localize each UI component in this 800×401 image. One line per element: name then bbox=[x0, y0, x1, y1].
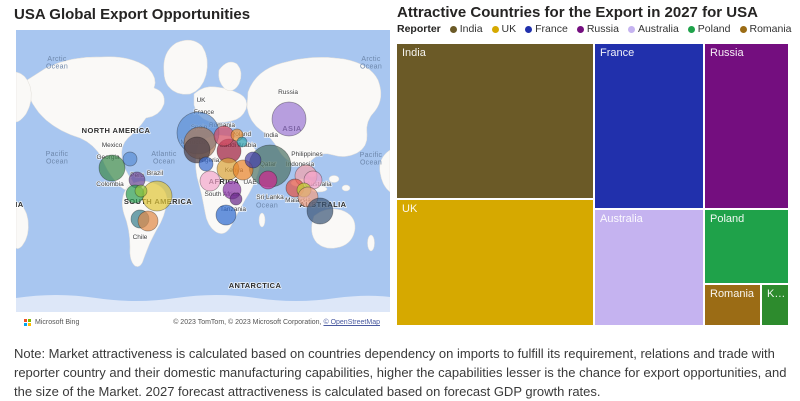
legend-item-label: France bbox=[535, 23, 568, 35]
legend-dot-icon bbox=[739, 25, 747, 33]
treemap-tile-kenya[interactable]: K… bbox=[762, 285, 788, 325]
map-bubble-colombia[interactable] bbox=[134, 184, 148, 198]
country-label: Brazil bbox=[147, 170, 164, 177]
country-label: Chile bbox=[133, 234, 148, 241]
ocean-label: Pacific Ocean bbox=[46, 151, 69, 166]
treemap-tile-label: Australia bbox=[600, 213, 643, 225]
legend-dot-icon bbox=[525, 25, 533, 33]
legend-item-label: Australia bbox=[637, 23, 679, 35]
country-label: Philippines bbox=[291, 151, 323, 158]
legend-dot-icon bbox=[687, 25, 695, 33]
map-bubble-qatar[interactable] bbox=[244, 151, 262, 169]
treemap-legend: Reporter India UK France Russia Australia Pol… bbox=[397, 23, 800, 35]
map-bubble-south-africa[interactable] bbox=[229, 192, 243, 206]
country-label: India bbox=[264, 132, 278, 139]
treemap-tile-uk[interactable]: UK bbox=[397, 200, 593, 325]
legend-item-label: Poland bbox=[697, 23, 731, 35]
legend-item-label: UK bbox=[501, 23, 517, 35]
map-copyright: © 2023 TomTom, © 2023 Microsoft Corporat… bbox=[173, 319, 380, 326]
treemap-tile-label: K… bbox=[767, 288, 786, 300]
treemap-tile-romania[interactable]: Romania bbox=[705, 285, 760, 325]
bing-provider-label: Microsoft Bing bbox=[35, 319, 80, 326]
bing-logo: Microsoft Bing bbox=[24, 319, 79, 326]
treemap-chart: India UK France Australia Russia Poland Romani… bbox=[397, 44, 788, 325]
treemap-title: Attractive Countries for the Export in 2… bbox=[397, 4, 758, 21]
ocean-label: Atlantic Ocean bbox=[151, 151, 177, 166]
openstreetmap-link[interactable]: © OpenStreetMap bbox=[323, 319, 380, 326]
country-label: Malaysia bbox=[285, 197, 311, 204]
legend-item-france[interactable]: France bbox=[525, 23, 568, 35]
country-label: South Africa bbox=[204, 191, 239, 198]
legend-item-india[interactable]: India bbox=[449, 23, 483, 35]
microsoft-logo-icon bbox=[24, 319, 31, 326]
ocean-label: Arctic Ocean bbox=[46, 56, 68, 71]
map-bubble-brazil[interactable] bbox=[141, 180, 173, 212]
country-label: Mexico bbox=[102, 142, 123, 149]
legend-item-label: Russia bbox=[586, 23, 619, 35]
map-bubble-qatar[interactable] bbox=[258, 170, 278, 190]
map-bubble-morocco[interactable] bbox=[183, 136, 211, 164]
legend-items: India UK France Russia Australia Poland Romani… bbox=[449, 23, 800, 35]
treemap-tile-label: Russia bbox=[710, 47, 744, 59]
map-bubble-nigeria[interactable] bbox=[198, 156, 214, 172]
map-title: USA Global Export Opportunities bbox=[14, 6, 251, 23]
legend-item-label: Romania bbox=[749, 23, 792, 35]
map-bubble-africa[interactable] bbox=[199, 170, 221, 192]
country-label: Russia bbox=[278, 89, 298, 96]
treemap-tile-label: France bbox=[600, 47, 635, 59]
copyright-text: © 2023 TomTom, © 2023 Microsoft Corporat… bbox=[173, 319, 324, 326]
legend-dot-icon bbox=[627, 25, 635, 33]
country-label: France bbox=[194, 109, 215, 116]
treemap-tile-label: India bbox=[402, 47, 426, 59]
continent-label: NORTH AMERICA bbox=[82, 126, 151, 135]
map-bubble-mexico[interactable] bbox=[122, 151, 138, 167]
map-bubble-chile[interactable] bbox=[137, 210, 159, 232]
map-attribution-bar: Microsoft Bing © 2023 TomTom, © 2023 Mic… bbox=[16, 312, 390, 333]
treemap-tile-poland[interactable]: Poland bbox=[705, 210, 788, 283]
map-bubble-australia[interactable] bbox=[306, 197, 334, 225]
bubble-map[interactable]: Arctic Ocean Arctic Ocean Pacific Ocean Atlant… bbox=[16, 30, 390, 333]
legend-dot-icon bbox=[491, 25, 499, 33]
legend-item-poland[interactable]: Poland bbox=[687, 23, 731, 35]
treemap-tile-australia[interactable]: Australia bbox=[595, 210, 703, 325]
treemap-tile-france[interactable]: France bbox=[595, 44, 703, 208]
map-bubble-poland[interactable] bbox=[236, 136, 248, 148]
legend-dot-icon bbox=[449, 25, 457, 33]
continent-label: ALIA bbox=[16, 200, 24, 209]
legend-item-label: India bbox=[459, 23, 483, 35]
ocean-label: Pacific Ocean bbox=[360, 152, 383, 167]
legend-title: Reporter bbox=[397, 23, 441, 35]
world-map-svg: Arctic Ocean Arctic Ocean Pacific Ocean Atlant… bbox=[16, 39, 390, 325]
country-label: Romania bbox=[209, 122, 235, 129]
country-label: UAE bbox=[243, 179, 257, 186]
map-bubble-russia[interactable] bbox=[271, 101, 307, 137]
treemap-tile-label: UK bbox=[402, 203, 418, 215]
map-bubble-georgia[interactable] bbox=[98, 154, 126, 182]
legend-item-uk[interactable]: UK bbox=[491, 23, 517, 35]
country-label: UK bbox=[196, 97, 206, 104]
legend-item-romania[interactable]: Romania bbox=[739, 23, 792, 35]
treemap-tile-label: Poland bbox=[710, 213, 745, 225]
continent-label: AFRICA bbox=[209, 177, 240, 186]
continent-label: ANTARCTICA bbox=[229, 281, 282, 290]
map-bubble-tanzania[interactable] bbox=[215, 204, 237, 226]
country-label: Sri Lanka bbox=[256, 194, 284, 201]
ocean-label: Indian Ocean bbox=[256, 195, 278, 210]
treemap-tile-label: Romania bbox=[710, 288, 755, 300]
country-label: Indonesia bbox=[286, 161, 315, 168]
country-label: Colombia bbox=[96, 181, 124, 188]
legend-item-russia[interactable]: Russia bbox=[576, 23, 619, 35]
treemap-tile-india[interactable]: India bbox=[397, 44, 593, 198]
ocean-label: Arctic Ocean bbox=[360, 56, 382, 71]
legend-dot-icon bbox=[576, 25, 584, 33]
footnote: Note: Market attractiveness is calculate… bbox=[14, 346, 787, 399]
legend-item-australia[interactable]: Australia bbox=[627, 23, 679, 35]
map-bubbles-layer bbox=[98, 101, 334, 232]
treemap-tile-russia[interactable]: Russia bbox=[705, 44, 788, 208]
